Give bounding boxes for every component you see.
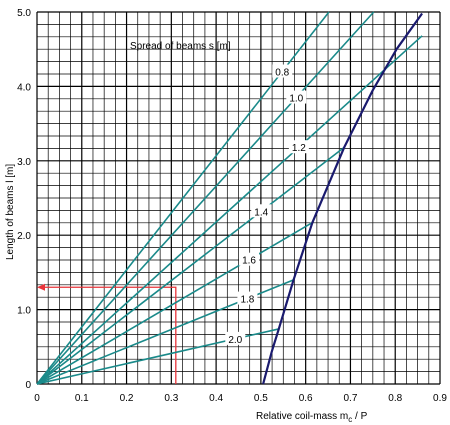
x-tick-label: 0.1 (75, 393, 89, 404)
x-tick-label: 0 (34, 393, 40, 404)
series-label-background (286, 90, 307, 104)
x-tick-label: 0.3 (164, 393, 178, 404)
series-label-background (239, 252, 260, 266)
series-label: 2.0 (228, 335, 242, 346)
series-label: 1.8 (240, 295, 254, 306)
y-tick-label: 4.0 (17, 82, 31, 93)
series-label-background (288, 140, 309, 154)
series-label-background (272, 64, 293, 78)
x-tick-label: 0.2 (120, 393, 134, 404)
grid (36, 11, 441, 385)
x-tick-label: 0.7 (343, 393, 357, 404)
series-line-1-4 (36, 146, 345, 385)
series-label: 1.0 (289, 94, 303, 105)
x-tick-label: 0.9 (433, 393, 447, 404)
y-tick-label: 1.0 (17, 306, 31, 317)
series-label-background (251, 204, 272, 218)
series-label: 1.4 (254, 207, 268, 218)
series-label: 0.8 (275, 68, 289, 79)
series-label-background (237, 291, 258, 305)
series-line-1-2 (36, 35, 423, 385)
spread-title: Spread of beams s [m] (130, 41, 231, 52)
series-label: 1.2 (292, 143, 306, 154)
x-axis-label-tail: / P (352, 411, 367, 422)
x-axis-label: Relative coil-mass mc / P (256, 411, 368, 424)
y-tick-label: 5.0 (17, 8, 31, 19)
series-line-1-0 (36, 11, 375, 385)
y-axis-label: Length of beams l [m] (5, 164, 16, 260)
y-tick-label: 0 (25, 380, 31, 391)
y-tick-label: 3.0 (17, 157, 31, 168)
series-label: 1.6 (242, 256, 256, 267)
tick-labels: 0 0.1 0.2 0.3 0.4 0.5 0.6 0.7 0.8 0.9 0 1.0 2.0 3.0 4.… (17, 8, 447, 404)
x-axis-label-subscript: c (348, 415, 352, 424)
y-tick-label: 2.0 (17, 231, 31, 242)
limit-line (262, 12, 423, 385)
series-label-background (225, 331, 246, 345)
example-arrowhead (37, 283, 45, 291)
x-tick-label: 0.4 (209, 393, 223, 404)
series-line-1-6 (36, 221, 313, 385)
x-tick-label: 0.5 (254, 393, 268, 404)
x-tick-label: 0.6 (299, 393, 313, 404)
x-tick-label: 0.8 (388, 393, 402, 404)
limit-curve (262, 12, 423, 385)
series-labels: 0.8 1.0 1.2 1.4 1.6 1.8 2.0 (225, 64, 309, 346)
